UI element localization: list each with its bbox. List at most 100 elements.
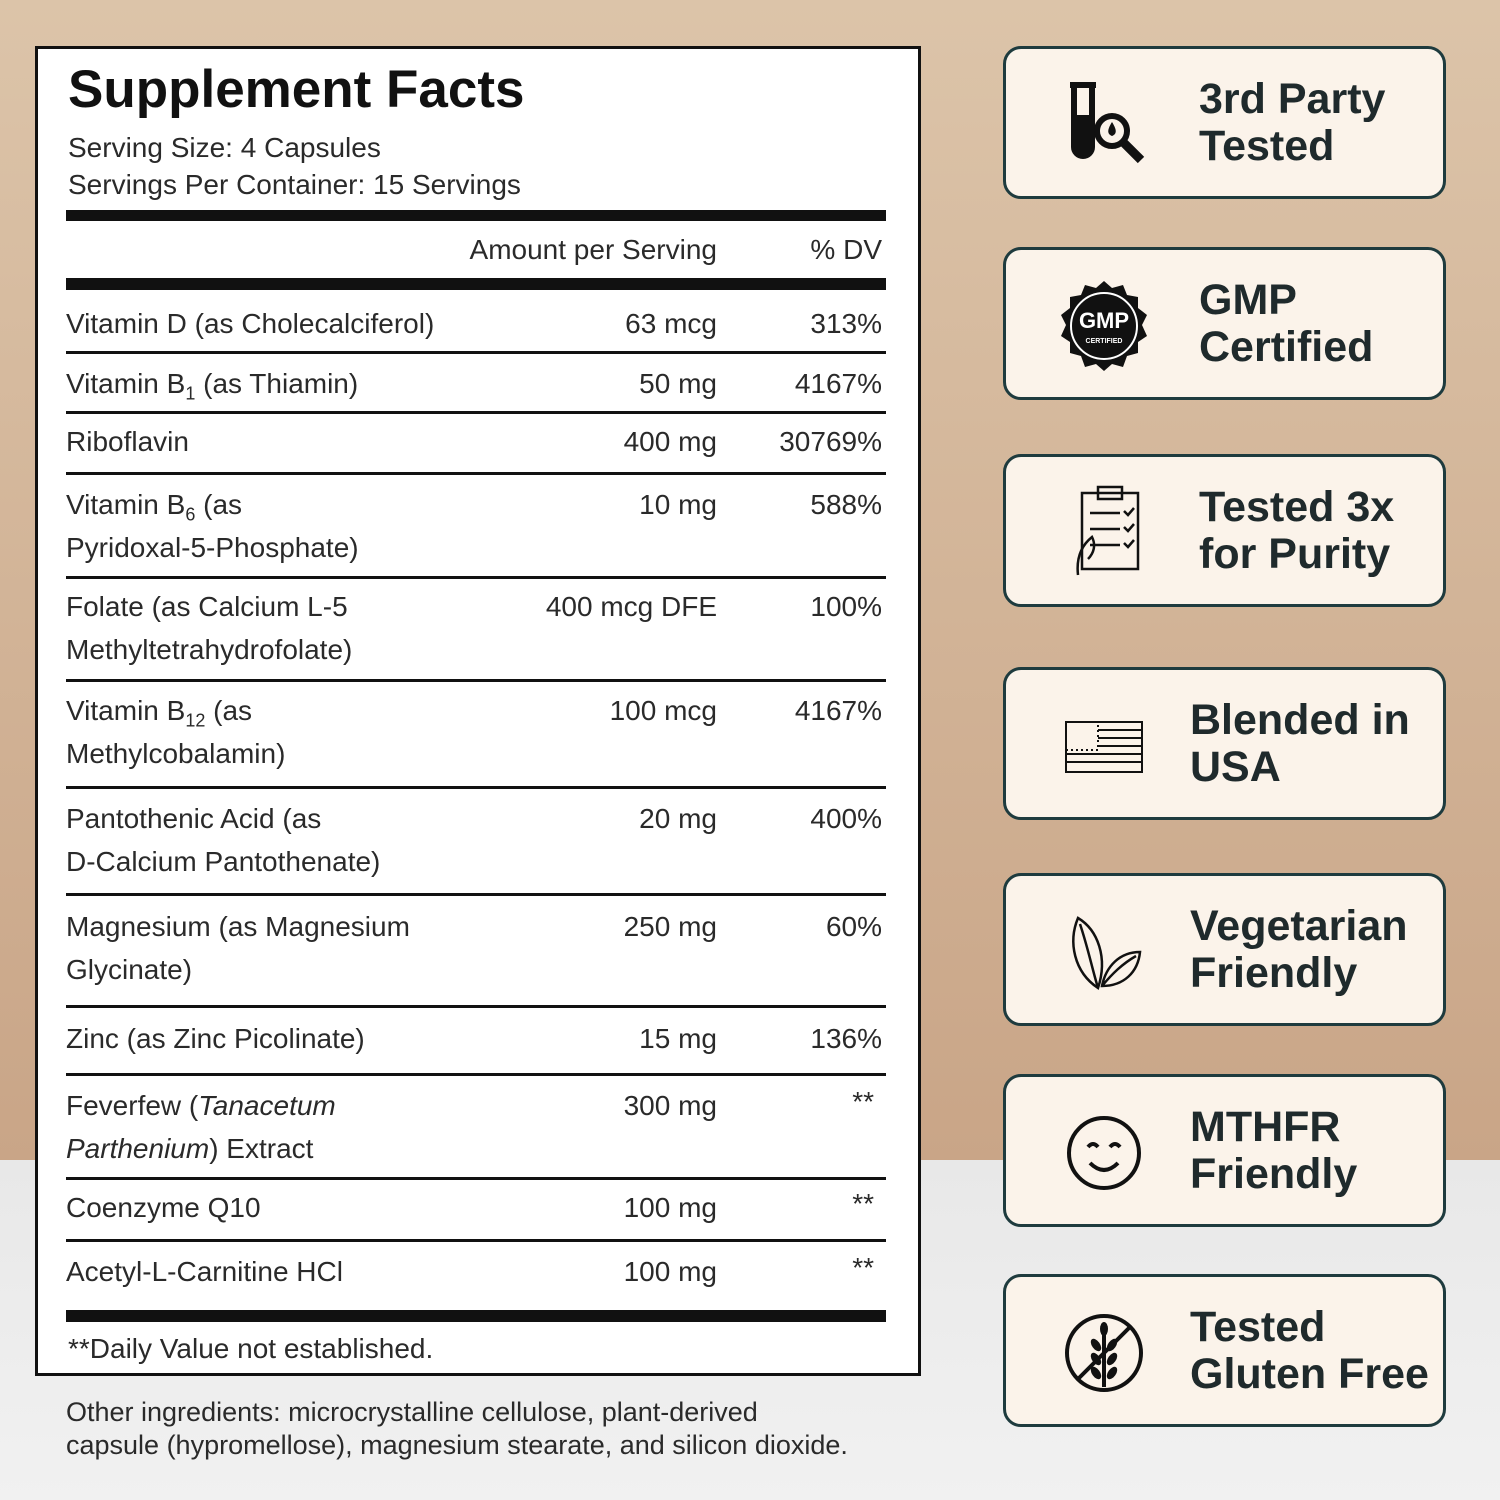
amount: 15 mg (639, 1023, 717, 1054)
daily-value: ** (852, 1252, 874, 1283)
ingredient-name: Vitamin B12 (as (66, 689, 252, 743)
amount: 100 mg (623, 1256, 717, 1287)
ingredient-name: Vitamin D (as Cholecalciferol) (66, 302, 434, 345)
badge-label: Tested 3x (1199, 483, 1395, 531)
badge-label: USA (1190, 743, 1281, 791)
name-text: D-Calcium Pantothenate) (66, 846, 381, 877)
badge: Vegetarian Friendly (1003, 873, 1446, 1026)
footnote: **Daily Value not established. (68, 1333, 434, 1364)
amount: 50 mg (639, 368, 717, 399)
badge: Blended in USA (1003, 667, 1446, 820)
amount-header: Amount per Serving (469, 234, 717, 265)
name-italic: Parthenium (66, 1133, 210, 1164)
ingredient-name: Methyltetrahydrofolate) (66, 628, 352, 671)
ingredient-name: Vitamin B1 (as Thiamin) (66, 362, 358, 416)
daily-value: 100% (810, 591, 882, 622)
daily-value: 4167% (794, 695, 882, 726)
badge: MTHFR Friendly (1003, 1074, 1446, 1227)
ingredient-name: Coenzyme Q10 (66, 1186, 261, 1229)
amount: 10 mg (639, 489, 717, 520)
badge: Tested 3x for Purity (1003, 454, 1446, 607)
ingredient-name: D-Calcium Pantothenate) (66, 840, 380, 883)
flag-icon (1065, 721, 1143, 773)
seal-text: GMP (1079, 308, 1129, 333)
ingredient-name: Pyridoxal-5-Phosphate) (66, 526, 359, 569)
name-text: Methylcobalamin) (66, 738, 286, 769)
daily-value: 4167% (794, 368, 882, 399)
name-text: (as Thiamin) (195, 368, 359, 399)
name-text: (as (195, 489, 243, 520)
daily-value: ** (852, 1086, 874, 1117)
amount: 250 mg (623, 911, 717, 942)
ingredient-name: Pantothenic Acid (as (66, 797, 321, 840)
name-text: Methyltetrahydrofolate) (66, 634, 353, 665)
daily-value: ** (852, 1188, 874, 1219)
badge: Tested Gluten Free (1003, 1274, 1446, 1427)
amount: 400 mcg DFE (545, 591, 717, 622)
ingredient-name: Vitamin B6 (as (66, 483, 242, 537)
other-ingredients: Other ingredients: microcrystalline cell… (66, 1397, 758, 1427)
amount: 100 mg (623, 1192, 717, 1223)
row-rule (66, 1005, 886, 1008)
daily-value: 313% (810, 308, 882, 339)
serving-size: Serving Size: 4 Capsules (68, 132, 381, 163)
ingredient-name: Magnesium (as Magnesium (66, 905, 410, 948)
daily-value: 136% (810, 1023, 882, 1054)
ingredient-name: Folate (as Calcium L-5 (66, 585, 348, 628)
clipboard-icon (1076, 485, 1140, 576)
name-text: Pantothenic Acid (as (66, 803, 322, 834)
name-text: Coenzyme Q10 (66, 1192, 261, 1223)
name-text: Acetyl-L-Carnitine HCl (66, 1256, 343, 1287)
gmp-seal-icon: GMP CERTIFIED (1061, 281, 1147, 371)
seal-text: CERTIFIED (1086, 338, 1123, 345)
badge-label: Vegetarian (1190, 902, 1408, 950)
amount: 100 mcg (609, 695, 717, 726)
name-subscript: 6 (185, 504, 196, 525)
daily-value: 588% (810, 489, 882, 520)
thick-rule (66, 210, 886, 221)
gluten-free-icon (1065, 1314, 1143, 1392)
name-text: Riboflavin (66, 426, 189, 457)
badge-label: Tested (1190, 1303, 1326, 1351)
row-rule (66, 351, 886, 354)
smile-icon (1067, 1116, 1141, 1190)
ingredient-name: Feverfew (Tanacetum (66, 1084, 336, 1127)
thick-rule (66, 278, 886, 290)
badge-label: Certified (1199, 323, 1374, 371)
name-text: Pyridoxal-5-Phosphate) (66, 532, 359, 563)
name-text: Zinc (as Zinc Picolinate) (66, 1023, 365, 1054)
amount: 300 mg (623, 1090, 717, 1121)
amount: 400 mg (623, 426, 717, 457)
badge-label: GMP (1199, 276, 1297, 324)
name-italic: Tanacetum (198, 1090, 336, 1121)
row-rule (66, 411, 886, 414)
amount: 20 mg (639, 803, 717, 834)
row-rule (66, 1177, 886, 1180)
thick-rule (66, 1310, 886, 1322)
badge-label: Tested (1199, 122, 1335, 170)
ingredient-name: Parthenium) Extract (66, 1127, 313, 1170)
badge: 3rd Party Tested (1003, 46, 1446, 199)
daily-value: 60% (825, 911, 882, 942)
name-text: (as (205, 695, 253, 726)
name-text: Folate (as Calcium L-5 (66, 591, 348, 622)
name-text: Vitamin B (66, 695, 186, 726)
facts-panel (35, 46, 921, 1376)
ingredient-name: Riboflavin (66, 420, 189, 463)
badge-label: Friendly (1190, 1150, 1358, 1198)
servings-per-container: Servings Per Container: 15 Servings (68, 169, 521, 200)
name-text: Vitamin B (66, 368, 186, 399)
dv-header: % DV (810, 234, 882, 265)
row-rule (66, 679, 886, 682)
name-text: Vitamin D (as Cholecalciferol) (66, 308, 435, 339)
name-text: Vitamin B (66, 489, 186, 520)
test-tube-icon (1070, 82, 1145, 164)
name-text: Glycinate) (66, 954, 193, 985)
name-text: Feverfew ( (66, 1090, 199, 1121)
badge: GMP CERTIFIED GMP Certified (1003, 247, 1446, 400)
ingredient-name: Zinc (as Zinc Picolinate) (66, 1017, 365, 1060)
daily-value: 30769% (779, 426, 882, 457)
name-text: Magnesium (as Magnesium (66, 911, 410, 942)
badge-label: Gluten Free (1190, 1350, 1429, 1398)
leaf-icon (1072, 916, 1142, 990)
